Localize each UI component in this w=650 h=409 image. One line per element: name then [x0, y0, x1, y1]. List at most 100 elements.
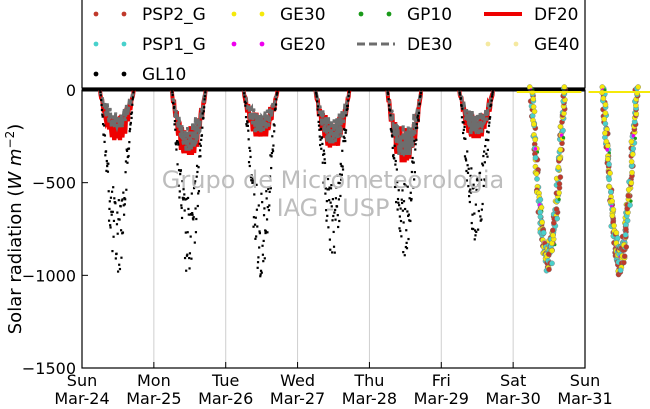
de30-line	[457, 89, 495, 135]
gl10-point	[317, 120, 320, 123]
gl10-point	[345, 114, 348, 117]
psp1-g-point	[608, 189, 614, 195]
gl10-point	[254, 216, 257, 219]
legend-label: GE30	[280, 5, 326, 25]
gl10-point	[405, 247, 409, 250]
gl10-point	[251, 177, 254, 180]
gl10-point	[314, 91, 318, 94]
gl10-point	[174, 143, 178, 146]
gl10-point	[328, 186, 331, 189]
legend-swatch	[231, 41, 237, 47]
legend-entry: DE30	[357, 35, 452, 55]
gl10-point	[115, 252, 118, 255]
gl10-point	[198, 142, 201, 145]
gl10-point	[470, 221, 473, 225]
gl10-point	[487, 131, 490, 134]
gl10-point	[126, 161, 129, 164]
gl10-point	[130, 116, 133, 120]
gl10-point	[119, 229, 123, 232]
y-tick-label: −1000	[22, 266, 76, 285]
gl10-point	[249, 176, 253, 179]
gl10-point	[484, 179, 487, 182]
gl10-point	[274, 107, 277, 110]
gl10-point	[346, 104, 350, 107]
gl10-point	[256, 261, 260, 264]
psp1-g-point	[606, 161, 612, 168]
psp1-g-point	[554, 215, 560, 222]
gl10-point	[469, 174, 472, 177]
gl10-point	[179, 173, 182, 176]
gl10-point	[319, 138, 322, 141]
gl10-point	[403, 254, 406, 257]
gl10-point	[390, 129, 393, 132]
gl10-point	[346, 107, 349, 110]
gl10-point	[399, 229, 402, 233]
gl10-point	[477, 209, 480, 213]
gl10-point	[250, 179, 254, 182]
gl10-point	[128, 127, 132, 131]
gl10-point	[480, 208, 483, 211]
y-tick-label: −500	[32, 174, 76, 193]
gl10-point	[123, 196, 126, 200]
gl10-point	[194, 180, 197, 183]
gl10-point	[318, 128, 321, 131]
gl10-point	[397, 201, 400, 204]
gl10-point	[462, 128, 465, 131]
gl10-point	[109, 224, 112, 227]
ge30-point	[561, 84, 568, 90]
gl10-point	[402, 251, 405, 254]
gl10-point	[416, 126, 419, 129]
gl10-point	[491, 93, 494, 96]
gl10-point	[199, 155, 202, 158]
gl10-point	[258, 232, 262, 235]
gl10-point	[404, 184, 407, 187]
gl10-point	[322, 149, 325, 152]
gl10-point	[172, 102, 175, 105]
gl10-point	[482, 154, 485, 158]
ge30-point	[600, 95, 607, 102]
gl10-point	[481, 202, 484, 206]
legend-label: PSP1_G	[142, 35, 206, 55]
gl10-point	[252, 216, 256, 219]
gl10-point	[419, 95, 422, 98]
gl10-point	[411, 156, 414, 160]
gl10-point	[406, 210, 409, 213]
gl10-point	[120, 256, 123, 259]
gl10-point	[340, 173, 344, 176]
gl10-point	[190, 192, 193, 195]
gl10-point	[484, 145, 487, 148]
gl10-point	[338, 219, 341, 223]
gl10-point	[485, 138, 488, 141]
gl10-point	[267, 209, 271, 212]
ge30-point	[531, 108, 538, 115]
gl10-point	[329, 187, 333, 190]
gl10-point	[269, 187, 272, 190]
gl10-point	[319, 127, 322, 131]
gl10-point	[128, 141, 131, 144]
gl10-point	[337, 198, 341, 201]
legend-entry: GL10	[93, 65, 186, 85]
ge30-point	[606, 183, 613, 190]
gl10-point	[183, 256, 187, 260]
gl10-point	[256, 225, 259, 228]
x-tick-date: Mar-29	[414, 389, 469, 408]
gl10-point	[101, 123, 105, 126]
gl10-point	[198, 149, 202, 152]
gl10-point	[470, 167, 473, 170]
gl10-point	[118, 263, 121, 266]
legend-label: PSP2_G	[142, 5, 206, 25]
gl10-point	[408, 179, 412, 182]
gl10-point	[252, 179, 255, 182]
legend-entry: GP10	[358, 5, 452, 25]
de30-line	[98, 89, 136, 133]
gl10-point	[407, 237, 410, 241]
gl10-point	[181, 180, 184, 183]
gl10-point	[320, 136, 324, 139]
legend-label: GP10	[407, 5, 452, 25]
gl10-point	[415, 123, 418, 126]
gl10-point	[404, 207, 407, 211]
x-tick-date: Mar-27	[270, 389, 325, 408]
ge30-point	[628, 158, 635, 165]
gl10-point	[249, 155, 252, 159]
